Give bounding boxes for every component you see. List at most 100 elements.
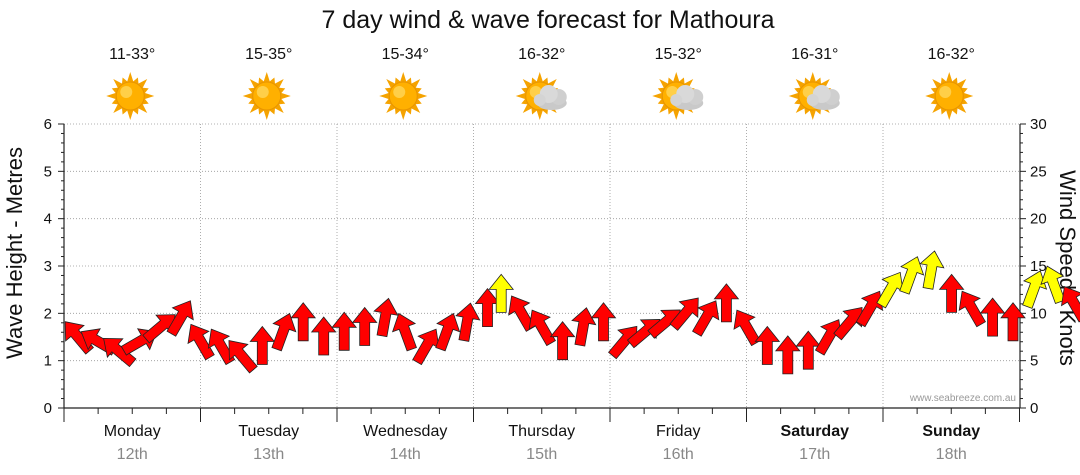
sun-ray [394, 77, 401, 85]
sun-ray [405, 107, 412, 115]
sun-ray [652, 92, 663, 100]
sun-ray [951, 107, 958, 115]
right-tick-label: 5 [1030, 353, 1038, 370]
left-tick-label: 5 [44, 163, 52, 180]
sun-icon [106, 72, 155, 120]
sun-ray [794, 87, 802, 94]
sun-ray [788, 92, 799, 100]
day-weather: 16-32° [925, 46, 975, 120]
day-label: Saturday [781, 423, 850, 440]
sun-icon [242, 72, 291, 120]
wind-arrow [855, 290, 884, 328]
date-label: 14th [390, 446, 421, 463]
sun-ray [111, 98, 119, 105]
sun-ray [809, 110, 816, 120]
sun-ray [278, 87, 286, 94]
sun-ray [400, 110, 407, 120]
day-label: Thursday [508, 423, 575, 440]
sun-ray [946, 72, 953, 82]
sun-ray [940, 107, 947, 115]
sun-ray [384, 87, 392, 94]
wind-arrow [958, 290, 986, 328]
sun-ray [384, 98, 392, 105]
cloud-shape [670, 85, 704, 110]
day-weather: 15-34° [379, 46, 429, 120]
sun-ray [804, 107, 811, 115]
sun-ray [667, 77, 674, 85]
sun-ray [121, 107, 128, 115]
right-tick-label: 20 [1030, 211, 1047, 228]
right-y-axis: 0 5 10 15 20 25 30 [1019, 116, 1047, 417]
sun-ray [925, 92, 936, 100]
cloud-shape [533, 85, 567, 110]
day-label: Sunday [922, 423, 980, 440]
wind-arrow [187, 323, 215, 361]
temperature-range: 16-32° [518, 46, 565, 63]
right-tick-label: 10 [1030, 305, 1047, 322]
temperature-range: 15-32° [655, 46, 702, 63]
wind-arrow [938, 273, 965, 313]
wind-arrow [833, 306, 863, 341]
sun-ray [542, 77, 549, 85]
sun-ray [940, 77, 947, 85]
sun-ray [515, 92, 526, 100]
credit-text: www.seabreeze.com.au [909, 393, 1016, 404]
wind-arrow [228, 340, 258, 374]
sun-ray [263, 110, 270, 120]
date-label: 12th [117, 446, 148, 463]
sun-ray [946, 110, 953, 120]
day-weather: 15-35° [242, 46, 292, 120]
day-label: Monday [104, 423, 161, 440]
sun-icon [379, 72, 428, 120]
sun-ray [536, 110, 543, 120]
date-label: 17th [799, 446, 830, 463]
day-weather: 16-32° [515, 46, 567, 120]
wind-arrow [733, 309, 761, 347]
sun-ray [269, 77, 276, 85]
sun-ray [132, 107, 139, 115]
sun-ray [960, 98, 968, 105]
date-label: 16th [663, 446, 694, 463]
wind-arrow [290, 302, 317, 342]
wind-arrow [1040, 265, 1066, 305]
sun-ray [132, 77, 139, 85]
sun-ray [657, 87, 665, 94]
wind-arrow-series [64, 250, 1080, 375]
left-tick-label: 2 [44, 305, 52, 322]
temperature-range: 15-34° [382, 46, 429, 63]
sun-ray [141, 98, 149, 105]
left-axis-title: Wave Height - Metres [2, 147, 27, 359]
day-weather: 16-31° [788, 46, 840, 120]
wind-arrow [435, 312, 461, 352]
wind-arrow [590, 302, 617, 342]
wind-arrow [391, 312, 417, 352]
wind-arrow [1022, 270, 1048, 309]
sun-highlight [939, 86, 952, 98]
sun-ray [521, 98, 529, 105]
chart-title: 7 day wind & wave forecast for Mathoura [321, 6, 774, 34]
wind-arrow [528, 309, 556, 347]
partly-cloudy-icon [652, 72, 704, 120]
wind-arrow [774, 335, 801, 375]
sun-ray [405, 77, 412, 85]
right-axis-title: Wind Speed - Knots [1055, 170, 1080, 366]
sun-ray [963, 92, 974, 100]
wind-arrow [919, 250, 945, 290]
day-label: Tuesday [238, 423, 299, 440]
sun-highlight [256, 86, 269, 98]
wind-arrow [1060, 286, 1080, 323]
right-tick-label: 30 [1030, 116, 1047, 133]
wind-arrow [508, 295, 536, 332]
sun-ray [804, 77, 811, 85]
left-tick-label: 1 [44, 353, 52, 370]
wind-arrow [166, 300, 194, 337]
sun-ray [379, 92, 390, 100]
right-tick-label: 25 [1030, 163, 1047, 180]
sun-ray [657, 98, 665, 105]
sun-ray [242, 92, 253, 100]
partly-cloudy-icon [515, 72, 567, 120]
sun-ray [930, 98, 938, 105]
sun-ray [673, 110, 680, 120]
wind-arrow [1000, 302, 1026, 342]
sun-ray [248, 98, 256, 105]
